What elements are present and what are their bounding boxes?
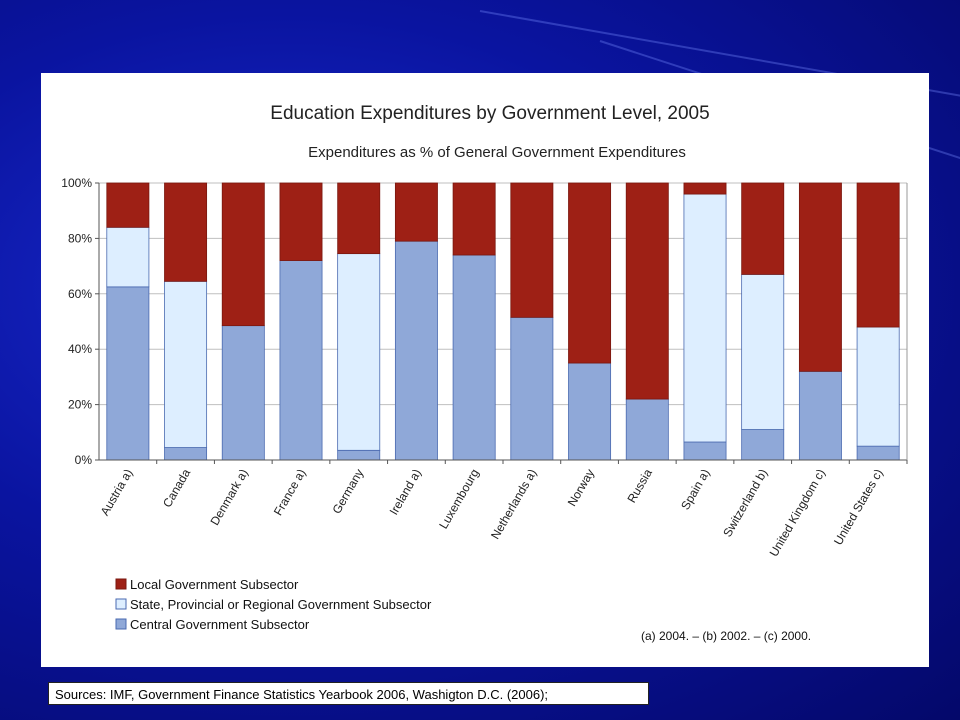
bars — [106, 182, 900, 461]
x-category-label: Germany — [330, 467, 367, 517]
bar-segment — [741, 429, 785, 461]
bar-segment — [452, 182, 496, 256]
bar-segment — [625, 398, 669, 461]
bar-segment — [106, 226, 150, 288]
x-category-label: Switzerland b) — [720, 466, 770, 539]
x-category-label: Spain a) — [678, 467, 712, 513]
bar-segment — [798, 182, 842, 372]
bar-segment — [625, 182, 669, 400]
bar-segment — [741, 274, 785, 430]
y-tick-label: 0% — [75, 453, 93, 467]
bar-segment — [106, 182, 150, 228]
chart-title: Education Expenditures by Government Lev… — [270, 103, 709, 124]
education-expenditure-chart: Education Expenditures by Government Lev… — [61, 103, 908, 643]
y-tick-label: 40% — [68, 342, 92, 356]
bar-segment — [568, 362, 612, 461]
x-category-label: Norway — [565, 467, 597, 509]
bar-segment — [394, 182, 438, 242]
chart-footnote: (a) 2004. – (b) 2002. – (c) 2000. — [641, 629, 811, 643]
bar-segment — [221, 182, 265, 327]
sources-note: Sources: IMF, Government Finance Statist… — [48, 682, 649, 705]
legend-swatch — [115, 618, 127, 630]
x-category-label: France a) — [271, 467, 309, 518]
bar-segment — [683, 193, 727, 443]
bar-segment — [106, 286, 150, 461]
x-category-label: Austria a) — [98, 467, 136, 518]
bar-segment — [337, 253, 381, 451]
x-category-label: Netherlands a) — [488, 467, 539, 542]
bar-segment — [394, 240, 438, 461]
axes — [95, 182, 908, 464]
bar-segment — [452, 254, 496, 461]
bar-segment — [683, 182, 727, 195]
x-category-label: Luxembourg — [436, 467, 481, 532]
x-category-label: Canada — [160, 466, 193, 510]
bar-segment — [510, 182, 554, 318]
legend: Local Government Subsector State, Provinc… — [115, 577, 432, 632]
legend-swatch — [115, 578, 127, 590]
legend-label: Central Government Subsector — [130, 617, 310, 632]
gridlines — [99, 182, 907, 461]
legend-label: State, Provincial or Regional Government… — [130, 597, 432, 612]
legend-swatch — [115, 598, 127, 610]
x-category-labels: Austria a) Canada Denmark a) France a) Germa… — [98, 466, 886, 559]
legend-label: Local Government Subsector — [130, 577, 299, 592]
bar-segment — [798, 370, 842, 461]
x-category-label: United Kingdom c) — [767, 467, 828, 559]
bar-segment — [164, 447, 208, 461]
bar-segment — [856, 182, 900, 328]
bar-segment — [164, 182, 208, 282]
x-category-label: United States c) — [831, 467, 886, 548]
chart-panel: Education Expenditures by Government Lev… — [41, 73, 929, 667]
bar-segment — [510, 316, 554, 461]
bar-segment — [856, 445, 900, 461]
bar-segment — [279, 260, 323, 461]
bar-segment — [741, 182, 785, 275]
bar-segment — [164, 280, 208, 448]
bar-segment — [337, 449, 381, 461]
bar-segment — [683, 441, 727, 461]
bar-segment — [568, 182, 612, 364]
bar-segment — [221, 325, 265, 461]
x-category-label: Russia — [624, 466, 655, 505]
x-category-label: Denmark a) — [207, 467, 250, 528]
y-tick-label: 100% — [61, 176, 92, 190]
y-tick-label: 60% — [68, 287, 92, 301]
bar-segment — [856, 326, 900, 447]
y-tick-labels: 0% 20% 40% 60% 80% 100% — [61, 176, 92, 467]
x-category-label: Ireland a) — [387, 467, 424, 518]
y-tick-label: 80% — [68, 231, 92, 245]
bar-segment — [337, 182, 381, 255]
bar-segment — [279, 182, 323, 261]
chart-subtitle: Expenditures as % of General Government … — [308, 144, 686, 161]
y-tick-label: 20% — [68, 398, 92, 412]
